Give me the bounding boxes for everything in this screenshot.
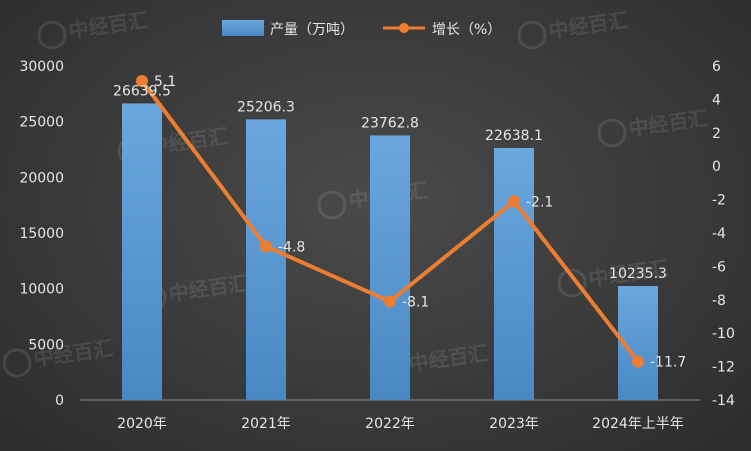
bar bbox=[246, 119, 286, 400]
right-tick-label: 4 bbox=[712, 92, 721, 108]
growth-value-label: -11.7 bbox=[650, 355, 686, 371]
bar-series bbox=[122, 103, 658, 400]
watermark-logo-icon bbox=[597, 118, 627, 148]
bar-value-label: 23762.8 bbox=[361, 115, 419, 131]
data-labels: 26639.5 25206.3 23762.8 22638.1 10235.3 5.1 -4… bbox=[113, 74, 686, 371]
watermark-logo-icon bbox=[2, 348, 32, 378]
left-tick-label: 15000 bbox=[19, 226, 64, 242]
growth-value-label: 5.1 bbox=[154, 74, 176, 90]
left-tick-label: 25000 bbox=[19, 115, 64, 131]
legend-label-growth: 增长（%） bbox=[432, 22, 501, 38]
right-tick-label: 6 bbox=[712, 59, 721, 75]
right-tick-label: -12 bbox=[712, 360, 735, 376]
watermark-text: 中经百汇 bbox=[167, 271, 250, 306]
bar-value-label: 22638.1 bbox=[485, 128, 543, 144]
line-series bbox=[136, 75, 644, 368]
right-tick-label: -8 bbox=[712, 293, 726, 309]
left-tick-label: 20000 bbox=[19, 170, 64, 186]
left-y-axis: 0 5000 10000 15000 20000 25000 30000 bbox=[19, 59, 64, 409]
x-tick-label: 2020年 bbox=[117, 416, 167, 432]
legend-label-production: 产量（万吨） bbox=[270, 22, 354, 38]
legend: 产量（万吨） 增长（%） bbox=[222, 20, 501, 38]
growth-value-label: -4.8 bbox=[278, 239, 305, 255]
legend-marker bbox=[399, 23, 409, 33]
bar bbox=[494, 147, 534, 400]
growth-point bbox=[384, 295, 396, 308]
growth-value-label: -8.1 bbox=[402, 294, 429, 310]
growth-point bbox=[632, 355, 644, 368]
watermark-text: 中经百汇 bbox=[627, 106, 710, 141]
bar-value-label: 10235.3 bbox=[609, 266, 667, 282]
right-tick-label: -14 bbox=[712, 393, 735, 409]
x-tick-label: 2022年 bbox=[365, 416, 415, 432]
growth-point bbox=[508, 195, 520, 208]
watermark-logo-icon bbox=[517, 20, 547, 50]
left-tick-label: 5000 bbox=[28, 337, 64, 353]
x-tick-label: 2023年 bbox=[489, 416, 539, 432]
bar-value-label: 26639.5 bbox=[113, 83, 171, 99]
bar-value-label: 25206.3 bbox=[237, 99, 295, 115]
right-y-axis: -14 -12 -10 -8 -6 -4 -2 0 2 4 6 bbox=[712, 59, 735, 409]
legend-bar-swatch bbox=[222, 20, 264, 36]
right-tick-label: -2 bbox=[712, 193, 726, 209]
bar bbox=[122, 103, 162, 400]
right-tick-label: 2 bbox=[712, 126, 721, 142]
watermark-text: 中经百汇 bbox=[547, 8, 630, 43]
x-axis: 2020年 2021年 2022年 2023年 2024年上半年 bbox=[80, 399, 700, 432]
growth-point bbox=[260, 240, 272, 253]
watermark-logo-icon bbox=[557, 268, 587, 298]
watermark-text: 中经百汇 bbox=[407, 341, 490, 376]
bar bbox=[370, 135, 410, 400]
left-tick-label: 30000 bbox=[19, 59, 64, 75]
watermark-logo-icon bbox=[317, 190, 347, 220]
right-tick-label: -10 bbox=[712, 326, 735, 342]
watermark-layer: 中经百汇中经百汇中经百汇中经百汇中经百汇中经百汇中经百汇中经百汇中经百汇 bbox=[2, 8, 710, 383]
x-tick-label: 2024年上半年 bbox=[592, 416, 684, 432]
right-tick-label: -4 bbox=[712, 226, 726, 242]
watermark-text: 中经百汇 bbox=[67, 8, 150, 43]
growth-point bbox=[136, 75, 148, 88]
watermark-logo-icon bbox=[37, 20, 67, 50]
right-tick-label: -6 bbox=[712, 259, 726, 275]
growth-value-label: -2.1 bbox=[526, 194, 553, 210]
right-tick-label: 0 bbox=[712, 159, 721, 175]
left-tick-label: 10000 bbox=[19, 282, 64, 298]
left-tick-label: 0 bbox=[55, 393, 64, 409]
x-tick-label: 2021年 bbox=[241, 416, 291, 432]
